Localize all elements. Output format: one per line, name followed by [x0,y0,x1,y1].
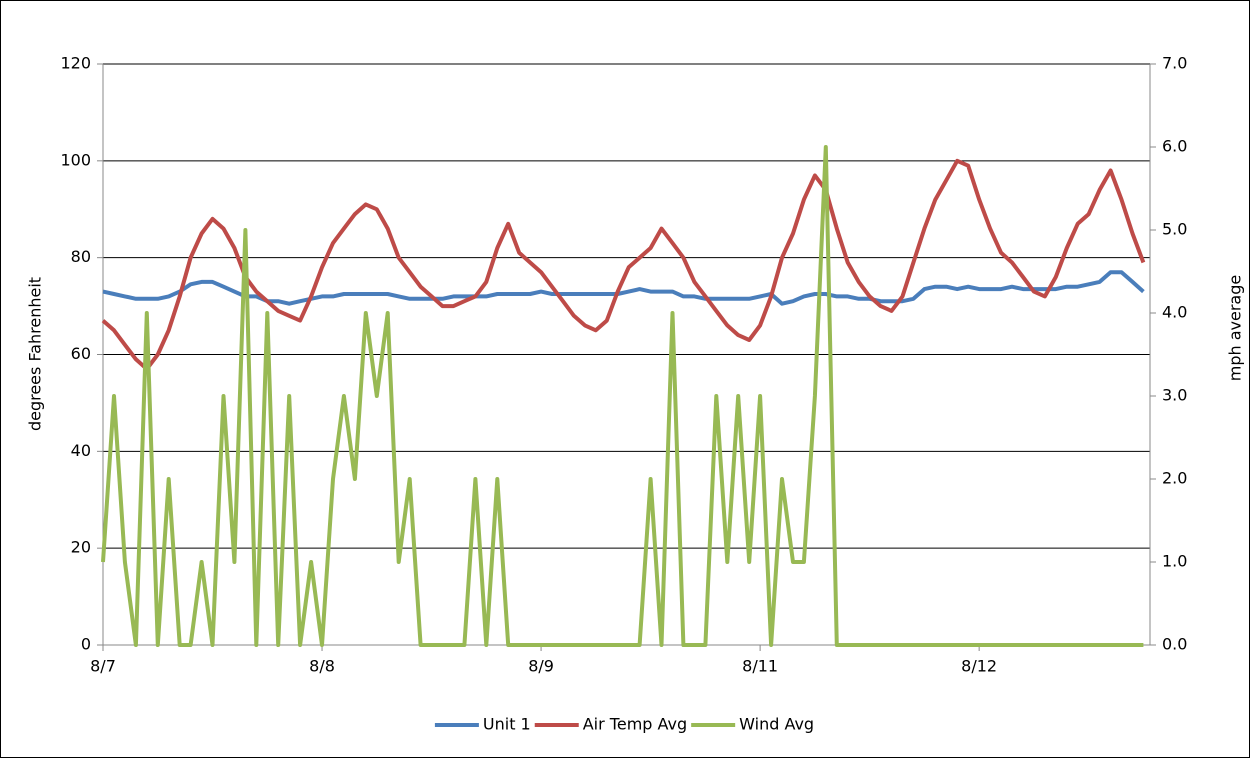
y2-tick-label: 3.0 [1162,386,1187,405]
legend-label: Unit 1 [483,715,531,734]
series-line [101,145,1144,647]
y-tick-label: 20 [71,538,91,557]
x-tick-label: 8/8 [309,657,335,676]
y-tick-label: 80 [71,247,91,266]
y2-axis-title: mph average [1226,275,1245,381]
legend-label: Wind Avg [739,715,814,734]
y-tick-label: 120 [60,54,91,73]
y-tick-label: 100 [60,150,91,169]
y-tick-label: 0 [81,635,91,654]
x-tick-label: 8/12 [961,657,997,676]
y2-tick-label: 7.0 [1162,54,1187,73]
legend-label: Air Temp Avg [583,715,687,734]
y-tick-label: 40 [71,441,91,460]
y2-tick-label: 0.0 [1162,635,1187,654]
series-line [102,270,1145,306]
y2-tick-label: 5.0 [1162,220,1187,239]
y2-tick-label: 2.0 [1162,469,1187,488]
series-line [101,158,1146,371]
y2-tick-label: 4.0 [1162,303,1187,322]
y2-tick-label: 6.0 [1162,137,1187,156]
x-tick-label: 8/7 [90,657,116,676]
y-axis-title: degrees Fahrenheit [26,277,45,431]
x-tick-label: 8/9 [528,657,554,676]
x-tick-label: 8/11 [742,657,778,676]
y2-tick-label: 1.0 [1162,552,1187,571]
y-tick-label: 60 [71,344,91,363]
